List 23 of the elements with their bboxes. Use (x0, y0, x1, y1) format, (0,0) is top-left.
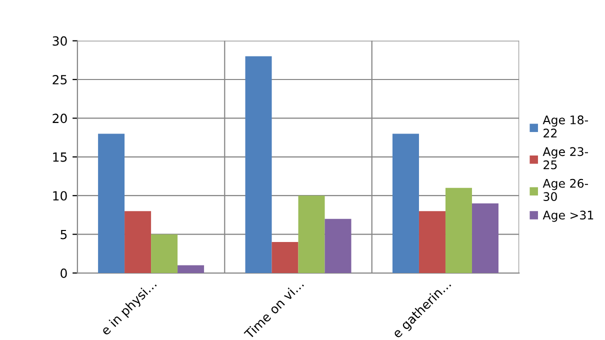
legend-label: Age 26- 30 (542, 178, 588, 202)
y-tick-label: 15 (53, 152, 67, 162)
y-tick-label: 25 (52, 74, 67, 84)
bar (418, 211, 446, 274)
legend-label: Age 18- 22 (542, 115, 588, 138)
y-tick-label: 20 (52, 114, 67, 124)
legend-label: Age >31 (542, 210, 594, 222)
y-tick-label: 5 (60, 230, 67, 240)
bar (178, 265, 204, 274)
y-tick-label: 0 (60, 268, 67, 278)
bar (445, 188, 472, 274)
bar (151, 234, 178, 274)
bar (124, 211, 152, 274)
bar (245, 56, 272, 274)
legend-label: Age 23- 25 (542, 147, 588, 170)
bar (298, 196, 325, 274)
bar (472, 203, 498, 274)
bar (324, 218, 352, 274)
bar (392, 134, 419, 274)
y-tick-label: 10 (53, 191, 67, 201)
bar (272, 242, 298, 274)
bar (98, 134, 125, 274)
y-tick-label: 30 (52, 36, 67, 46)
